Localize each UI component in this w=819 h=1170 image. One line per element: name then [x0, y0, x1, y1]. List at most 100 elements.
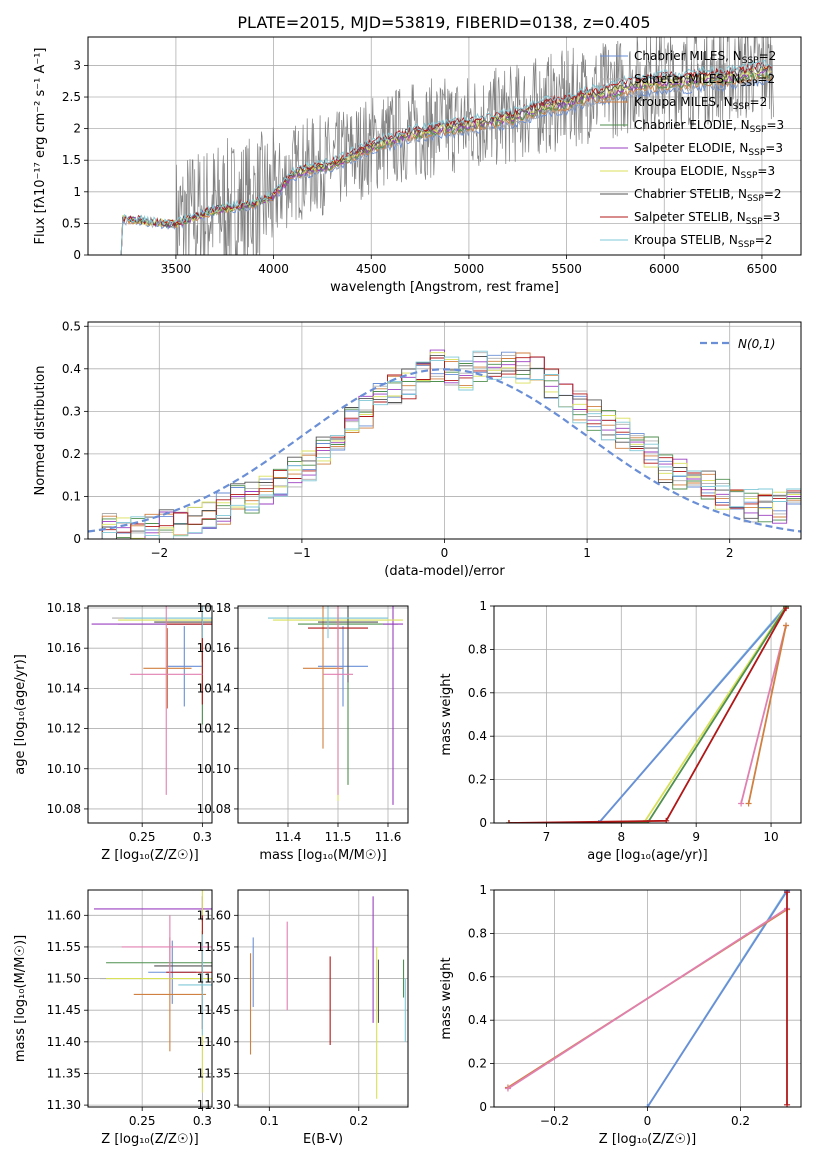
data-point-marker — [505, 820, 512, 823]
plot-content — [94, 890, 212, 1093]
x-tick-label: 3500 — [161, 262, 192, 276]
normal-reference-curve — [88, 368, 801, 533]
x-tick-label: 7 — [543, 830, 551, 844]
y-tick-label: 11.30 — [197, 1098, 231, 1112]
y-tick-label: 0.5 — [62, 216, 81, 230]
y-tick-label: 2.5 — [62, 90, 81, 104]
y-tick-label: 0.2 — [468, 1057, 487, 1071]
x-axis-label: Z [log₁₀(Z/Z☉)] — [101, 848, 198, 863]
legend-subscript: SSP — [748, 148, 765, 158]
legend-entry: N(0,1) — [738, 337, 775, 351]
axes-frame — [493, 605, 802, 824]
y-tick-label: 0 — [73, 248, 81, 262]
y-tick-label: 10.14 — [197, 681, 231, 695]
panel-5: 7 8 9 10 0 0.2 0.4 0.6 0.8 1 age [log₁₀(age/yr)] ma… — [439, 599, 802, 863]
panel-2: −2 −1 0 1 2 0 0.1 0.2 0.3 0.4 0.5 (data-model)/erro… — [33, 319, 802, 579]
legend-subscript: SSP — [733, 102, 750, 112]
x-tick-label: 10 — [763, 830, 778, 844]
y-axis-label: mass weight — [439, 957, 454, 1039]
legend-name: Kroupa MILES, N — [634, 95, 733, 109]
axes-frame — [87, 889, 213, 1108]
y-tick-label: 10.12 — [47, 722, 81, 736]
plot-content — [505, 606, 790, 823]
plot-content — [504, 890, 791, 1107]
y-axis-label: mass weight — [439, 673, 454, 755]
plot-area — [88, 890, 212, 1107]
y-axis-label: Normed distribution — [33, 366, 48, 496]
y-tick-label: 10.14 — [47, 681, 81, 695]
y-tick-label: 10.10 — [47, 762, 81, 776]
y-tick-label: 11.60 — [47, 908, 81, 922]
x-tick-label: 5000 — [454, 262, 485, 276]
y-tick-label: 1 — [479, 599, 487, 613]
y-tick-label: 11.40 — [197, 1035, 231, 1049]
y-tick-label: 10.10 — [197, 762, 231, 776]
y-tick-label: 11.50 — [47, 972, 81, 986]
x-tick-label: 0 — [644, 1114, 652, 1128]
y-tick-label: 0.4 — [62, 362, 81, 376]
plot-content — [249, 896, 406, 1099]
y-tick-label: 1.5 — [62, 153, 81, 167]
x-tick-label: 5500 — [551, 262, 582, 276]
legend-suffix: =3 — [766, 118, 784, 132]
x-axis-label: Z [log₁₀(Z/Z☉)] — [101, 1132, 198, 1147]
x-tick-label: 0.25 — [129, 830, 156, 844]
y-tick-label: 11.50 — [197, 972, 231, 986]
y-tick-label: 0.2 — [468, 773, 487, 787]
panels: 3500 4000 4500 5000 5500 6000 650000.511.522.5… — [13, 36, 802, 1147]
y-tick-label: 0.2 — [62, 447, 81, 461]
x-tick-label: 9 — [692, 830, 700, 844]
data-point-marker — [644, 1104, 651, 1107]
x-tick-label: 0.3 — [193, 830, 212, 844]
legend-suffix: =3 — [763, 210, 781, 224]
x-tick-label: 4500 — [356, 262, 387, 276]
data-point-marker — [738, 800, 745, 807]
data-point-marker — [745, 800, 752, 807]
legend-name: Salpeter MILES, N — [634, 72, 741, 86]
legend-entry: Kroupa ELODIE, NSSP=3 — [634, 164, 775, 181]
figure-title: PLATE=2015, MJD=53819, FIBERID=0138, z=0… — [237, 13, 650, 32]
x-axis-label: mass [log₁₀(M/M☉)] — [259, 848, 386, 863]
x-tick-label: 11.6 — [375, 830, 402, 844]
y-tick-label: 11.40 — [47, 1035, 81, 1049]
legend-entry: Chabrier ELODIE, NSSP=3 — [634, 118, 784, 135]
y-tick-label: 0.8 — [468, 926, 487, 940]
legend-suffix: =3 — [757, 164, 775, 178]
legend-name: Chabrier ELODIE, N — [634, 118, 750, 132]
mass-weight-line — [646, 890, 788, 1107]
panel-4: 11.4 11.5 11.6 10.08 10.10 10.12 10.14 10.16 10.… — [197, 601, 409, 863]
legend-entry: Salpeter ELODIE, NSSP=3 — [634, 141, 783, 158]
legend-name: Kroupa ELODIE, N — [634, 164, 741, 178]
axes-frame — [87, 321, 802, 540]
y-tick-label: 0.5 — [62, 319, 81, 333]
y-tick-label: 10.08 — [197, 802, 231, 816]
mass-weight-line — [740, 625, 787, 804]
y-tick-label: 3 — [73, 58, 81, 72]
y-tick-label: 10.16 — [47, 641, 81, 655]
mass-weight-line — [509, 606, 787, 823]
legend-subscript: SSP — [750, 125, 767, 135]
legend-entry: Chabrier MILES, NSSP=2 — [634, 49, 776, 66]
legend-suffix: =2 — [755, 233, 773, 247]
y-axis-label: Flux [fλ10⁻¹⁷ erg cm⁻² s⁻¹ A⁻¹] — [33, 48, 48, 245]
y-tick-label: 10.12 — [197, 722, 231, 736]
mass-weight-line — [509, 606, 787, 823]
legend-name: Salpeter STELIB, N — [634, 210, 746, 224]
legend-name: Kroupa STELIB, N — [634, 233, 738, 247]
y-tick-label: 11.30 — [47, 1098, 81, 1112]
plot-content — [88, 349, 801, 539]
y-tick-label: 0.4 — [468, 729, 487, 743]
legend-suffix: =2 — [759, 49, 777, 63]
axes-frame — [87, 36, 802, 256]
x-tick-label: 6000 — [649, 262, 680, 276]
observed-spectrum — [175, 37, 775, 255]
y-tick-label: 0.8 — [468, 642, 487, 656]
data-point-marker — [783, 622, 790, 629]
panel-3: 0.25 0.3 10.08 10.10 10.12 10.14 10.16 10.18 Z [… — [13, 601, 213, 863]
plot-area — [88, 606, 212, 823]
x-axis-label: age [log₁₀(age/yr)] — [587, 848, 708, 863]
histogram-series — [88, 356, 801, 539]
y-tick-label: 11.35 — [197, 1066, 231, 1080]
y-tick-label: 0 — [479, 1100, 487, 1114]
legend-subscript: SSP — [746, 217, 763, 227]
